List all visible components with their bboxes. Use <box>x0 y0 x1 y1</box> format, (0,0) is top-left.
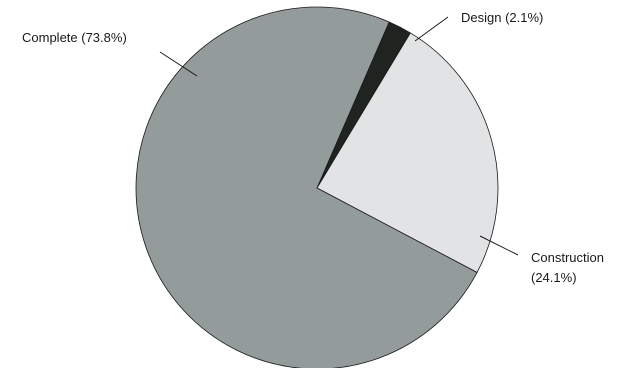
slice-label-complete: Complete (73.8%) <box>22 30 127 45</box>
leader-line-design <box>414 16 449 42</box>
pie-slices <box>135 6 499 368</box>
slice-labels: Complete (73.8%) Design (2.1%) Construct… <box>22 10 604 285</box>
leader-line-complete <box>159 51 198 77</box>
pie-slice-complete <box>135 6 478 368</box>
slice-label-design: Design (2.1%) <box>461 10 543 25</box>
slice-label-construction-percent: (24.1%) <box>531 270 577 285</box>
slice-label-construction: Construction <box>531 250 604 265</box>
leader-lines <box>159 16 519 256</box>
pie-slice-construction <box>316 32 499 274</box>
leader-line-construction <box>479 235 519 256</box>
